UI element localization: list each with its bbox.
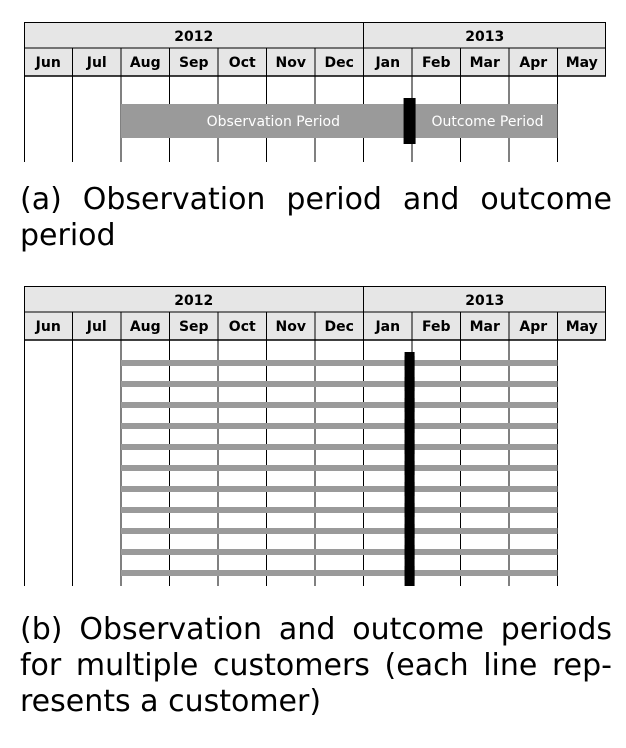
observation-period-bar: [121, 104, 410, 138]
customer-line: [121, 381, 558, 387]
customer-line: [121, 570, 558, 576]
month-label-nov: Nov: [276, 319, 306, 335]
month-label-may: May: [566, 319, 598, 335]
customer-line: [121, 444, 558, 450]
month-label-aug: Aug: [130, 319, 161, 335]
month-label-apr: Apr: [519, 55, 547, 71]
month-label-oct: Oct: [229, 319, 256, 335]
customer-line: [121, 423, 558, 429]
customer-line: [121, 465, 558, 471]
caption-b-line-3: resents a customer): [20, 684, 322, 719]
month-label-apr: Apr: [519, 319, 547, 335]
month-label-jan: Jan: [374, 55, 400, 71]
month-label-jan: Jan: [374, 319, 400, 335]
month-label-sep: Sep: [179, 319, 209, 335]
month-label-nov: Nov: [276, 55, 306, 71]
customer-line: [121, 528, 558, 534]
year-label-2013: 2013: [465, 293, 504, 309]
customer-line: [121, 486, 558, 492]
year-label-2013: 2013: [465, 29, 504, 45]
month-label-jul: Jul: [86, 55, 107, 71]
month-label-oct: Oct: [229, 55, 256, 71]
month-label-jul: Jul: [86, 319, 107, 335]
month-label-feb: Feb: [422, 319, 451, 335]
month-label-jun: Jun: [35, 55, 61, 71]
customer-line: [121, 549, 558, 555]
year-label-2012: 2012: [174, 293, 213, 309]
cutoff-line: [404, 352, 415, 586]
cutoff-marker: [403, 98, 416, 144]
month-label-mar: Mar: [470, 55, 500, 71]
month-label-mar: Mar: [470, 319, 500, 335]
month-label-sep: Sep: [179, 55, 209, 71]
caption-b-line-1: (b) Observation and outcome periods: [20, 612, 612, 647]
timeline-b-svg: 2012 2013 Jun Jul Aug Sep Oct Nov Dec Jan Feb Mar Ap…: [24, 286, 606, 586]
month-label-aug: Aug: [130, 55, 161, 71]
outcome-period-label: Outcome Period: [432, 114, 544, 130]
caption-b: (b) Observation and outcome periods for …: [20, 612, 612, 720]
caption-a-line-1: (a) Observation period and outcome: [20, 182, 612, 217]
month-label-feb: Feb: [422, 55, 451, 71]
outcome-period-bar: [409, 104, 558, 138]
month-label-jun: Jun: [35, 319, 61, 335]
caption-b-line-2: for multiple customers (each line rep-: [20, 648, 612, 683]
customer-line: [121, 402, 558, 408]
month-label-dec: Dec: [325, 55, 354, 71]
timeline-a-svg: 2012 2013 Jun Jul Aug Sep Oct Nov Dec Jan Feb Mar Ap…: [24, 22, 606, 162]
observation-period-label: Observation Period: [207, 114, 340, 130]
customer-line: [121, 360, 558, 366]
caption-a: (a) Observation period and outcome perio…: [20, 182, 612, 254]
year-label-2012: 2012: [174, 29, 213, 45]
month-label-may: May: [566, 55, 598, 71]
caption-a-line-2: period: [20, 218, 116, 253]
month-label-dec: Dec: [325, 319, 354, 335]
customer-line: [121, 507, 558, 513]
timeline-diagram-a: 2012 2013 Jun Jul Aug Sep Oct Nov Dec Jan Feb Mar Ap…: [24, 22, 606, 162]
timeline-diagram-b: 2012 2013 Jun Jul Aug Sep Oct Nov Dec Jan Feb Mar Ap…: [24, 286, 606, 586]
